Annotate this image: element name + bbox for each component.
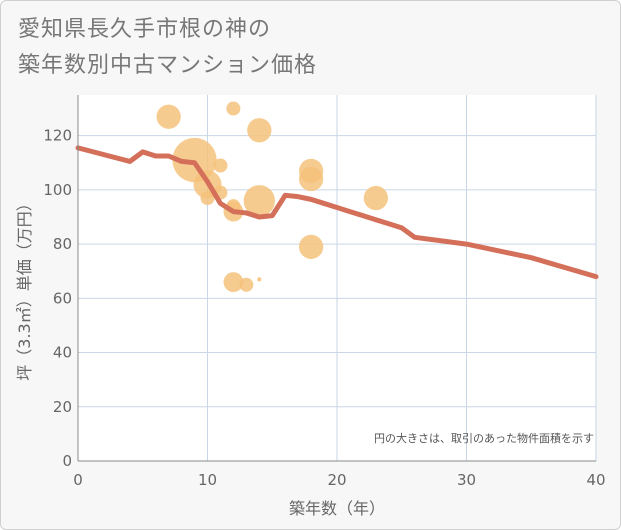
bubble-point: [239, 277, 254, 292]
x-tick-label: 20: [327, 471, 346, 489]
x-tick-label: 0: [73, 471, 83, 489]
bubble-point: [200, 191, 215, 206]
bubble-point: [363, 185, 388, 211]
y-axis-label: 坪（3.3㎡）単価（万円）: [15, 195, 34, 380]
y-tick-label: 40: [53, 344, 72, 362]
y-tick-label: 100: [43, 181, 72, 199]
bubble-point: [257, 277, 262, 282]
trend-series: [75, 145, 599, 280]
chart-title-line-1: 愛知県長久手市根の神の: [18, 17, 272, 42]
y-tick-label: 60: [53, 289, 72, 307]
bubble-point: [213, 158, 228, 173]
x-tick-label: 40: [586, 471, 605, 489]
x-axis-label: 築年数（年）: [289, 499, 385, 518]
x-tick-labels: 0 10 20 30 40: [73, 471, 605, 489]
bubble-point: [156, 104, 181, 129]
y-tick-label: 120: [43, 127, 72, 145]
chart-title-line-2: 築年数別中古マンション価格: [18, 53, 318, 78]
bubble-point: [223, 272, 244, 292]
bubble-point: [247, 118, 272, 143]
bubble-point: [298, 166, 324, 192]
bubble-series: [156, 101, 388, 292]
x-tick-label: 30: [457, 471, 476, 489]
size-note: 円の大きさは、取引のあった物件面積を示す: [374, 431, 594, 445]
bubble-point: [226, 101, 241, 116]
x-tick-label: 10: [198, 471, 217, 489]
bubble-point: [298, 234, 324, 259]
trend-line: [75, 145, 599, 280]
y-tick-label: 0: [62, 452, 72, 470]
y-tick-label: 80: [53, 235, 72, 253]
chart-title: 愛知県長久手市根の神の 築年数別中古マンション価格: [18, 12, 317, 84]
y-tick-label: 20: [53, 398, 72, 416]
bubble-point: [243, 185, 275, 217]
y-tick-labels: 0 20 40 60 80 100 120: [43, 127, 72, 470]
